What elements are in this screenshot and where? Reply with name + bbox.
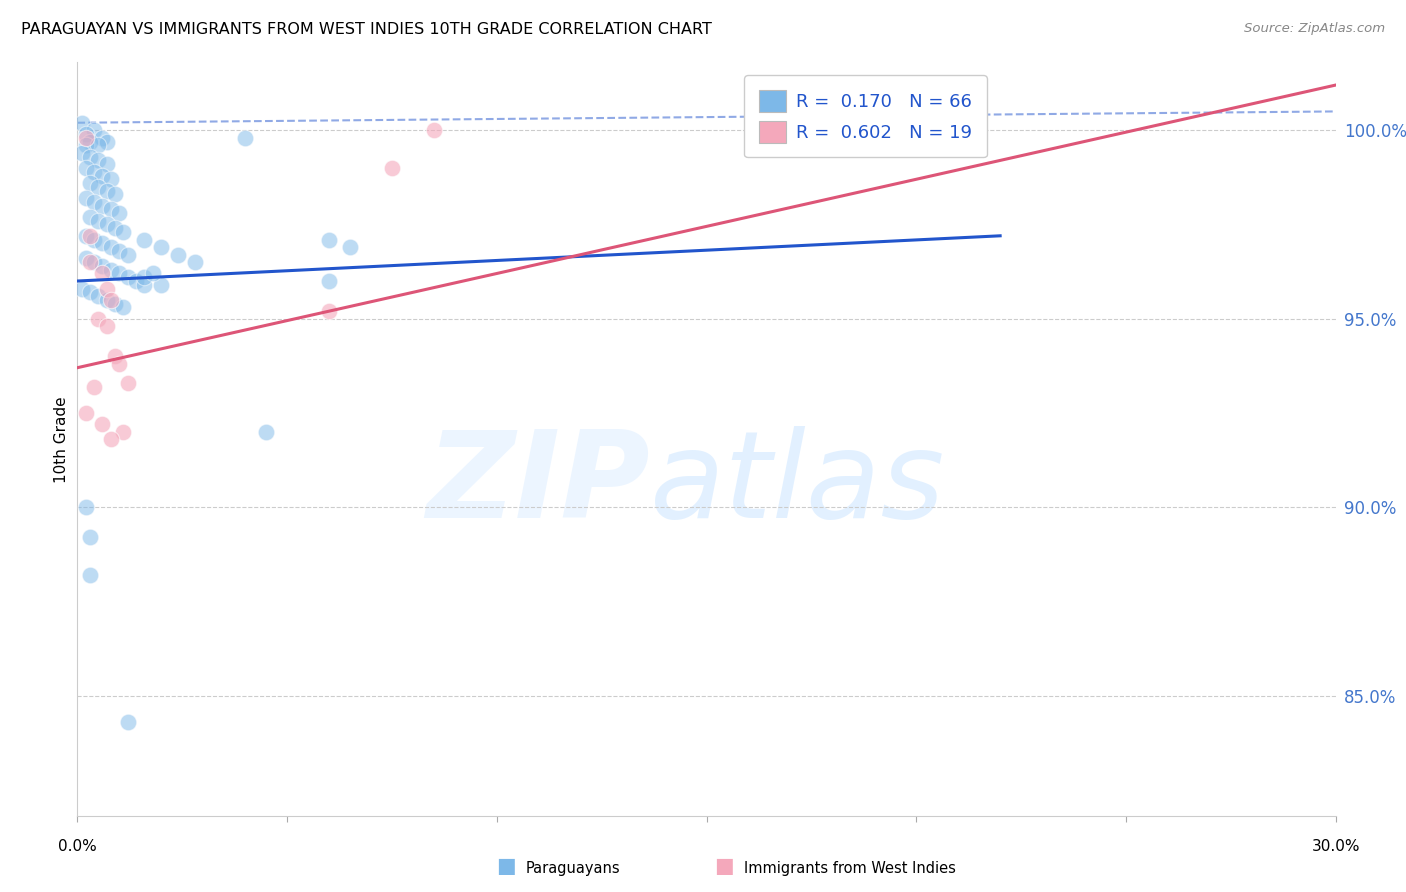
Point — [96, 157, 118, 171]
Point — [79, 568, 101, 582]
Point — [100, 202, 122, 217]
Point — [70, 145, 93, 160]
Point — [87, 213, 110, 227]
Point — [318, 233, 340, 247]
Text: Immigrants from West Indies: Immigrants from West Indies — [744, 861, 956, 876]
Point — [134, 233, 156, 247]
Point — [75, 191, 97, 205]
Text: atlas: atlas — [650, 426, 945, 543]
Point — [254, 425, 277, 439]
Text: ■: ■ — [496, 856, 516, 876]
Point — [87, 179, 110, 194]
Point — [96, 184, 118, 198]
Point — [96, 319, 118, 334]
Point — [108, 267, 131, 281]
Point — [100, 240, 122, 254]
Point — [83, 379, 105, 393]
Point — [91, 259, 114, 273]
Point — [96, 218, 118, 232]
Point — [142, 267, 165, 281]
Point — [108, 206, 131, 220]
Text: 0.0%: 0.0% — [58, 838, 97, 854]
Point — [125, 274, 148, 288]
Point — [96, 135, 118, 149]
Point — [381, 161, 404, 175]
Point — [112, 301, 135, 315]
Point — [117, 376, 139, 390]
Point — [87, 153, 110, 168]
Y-axis label: 10th Grade: 10th Grade — [53, 396, 69, 483]
Point — [112, 425, 135, 439]
Text: ■: ■ — [714, 856, 734, 876]
Point — [100, 293, 122, 307]
Point — [117, 247, 139, 261]
Point — [117, 270, 139, 285]
Point — [79, 228, 101, 243]
Point — [233, 131, 256, 145]
Legend: R =  0.170   N = 66, R =  0.602   N = 19: R = 0.170 N = 66, R = 0.602 N = 19 — [744, 75, 987, 157]
Text: 30.0%: 30.0% — [1312, 838, 1360, 854]
Point — [150, 240, 173, 254]
Point — [75, 131, 97, 145]
Point — [70, 116, 93, 130]
Text: Paraguayans: Paraguayans — [526, 861, 620, 876]
Point — [79, 150, 101, 164]
Point — [87, 289, 110, 303]
Point — [87, 311, 110, 326]
Point — [75, 138, 97, 153]
Point — [134, 270, 156, 285]
Point — [75, 500, 97, 515]
Point — [79, 210, 101, 224]
Point — [339, 240, 361, 254]
Point — [75, 127, 97, 141]
Point — [100, 262, 122, 277]
Point — [83, 255, 105, 269]
Point — [108, 244, 131, 258]
Point — [79, 255, 101, 269]
Point — [100, 432, 122, 446]
Point — [83, 194, 105, 209]
Point — [423, 123, 446, 137]
Point — [79, 530, 101, 544]
Point — [96, 282, 118, 296]
Point — [91, 169, 114, 183]
Point — [104, 350, 127, 364]
Point — [83, 165, 105, 179]
Point — [91, 131, 114, 145]
Point — [75, 228, 97, 243]
Text: PARAGUAYAN VS IMMIGRANTS FROM WEST INDIES 10TH GRADE CORRELATION CHART: PARAGUAYAN VS IMMIGRANTS FROM WEST INDIE… — [21, 22, 711, 37]
Point — [318, 304, 340, 318]
Point — [318, 274, 340, 288]
Point — [104, 221, 127, 235]
Point — [91, 199, 114, 213]
Point — [167, 247, 190, 261]
Point — [83, 123, 105, 137]
Point — [75, 161, 97, 175]
Point — [91, 417, 114, 432]
Point — [104, 187, 127, 202]
Point — [184, 255, 207, 269]
Point — [83, 233, 105, 247]
Point — [91, 267, 114, 281]
Point — [134, 277, 156, 292]
Point — [91, 236, 114, 251]
Text: Source: ZipAtlas.com: Source: ZipAtlas.com — [1244, 22, 1385, 36]
Point — [87, 138, 110, 153]
Point — [104, 296, 127, 310]
Point — [112, 225, 135, 239]
Point — [108, 357, 131, 371]
Point — [100, 172, 122, 186]
Point — [75, 406, 97, 420]
Point — [79, 176, 101, 190]
Text: ZIP: ZIP — [426, 426, 650, 543]
Point — [79, 135, 101, 149]
Point — [96, 293, 118, 307]
Point — [75, 252, 97, 266]
Point — [79, 285, 101, 300]
Point — [150, 277, 173, 292]
Point — [117, 714, 139, 729]
Point — [70, 282, 93, 296]
